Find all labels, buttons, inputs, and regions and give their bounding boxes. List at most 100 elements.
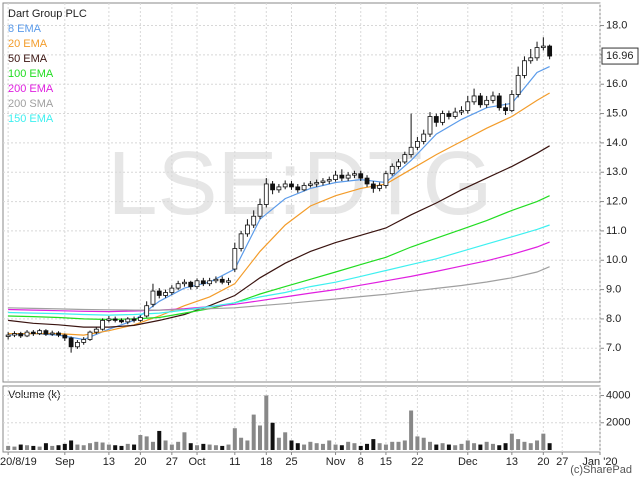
candle-body [100, 319, 105, 330]
candle-body [87, 331, 93, 340]
candle-body [175, 283, 181, 289]
volume-bar [270, 422, 275, 450]
volume-bar [138, 435, 143, 450]
candle-body [119, 319, 124, 323]
volume-bar [195, 445, 200, 450]
volume-bar [478, 444, 483, 450]
volume-bar [37, 446, 42, 450]
candle-body [295, 186, 301, 191]
volume-bar [383, 444, 388, 450]
candle-body [81, 339, 87, 343]
candle-body [408, 146, 414, 156]
legend-entry: 150 EMA [8, 113, 54, 125]
candle-body [251, 215, 257, 226]
volume-bar [371, 439, 376, 450]
candle-body [144, 305, 150, 317]
candle-body [522, 60, 527, 76]
x-tick-label: 27 [556, 456, 568, 468]
candle-body [377, 185, 383, 189]
volume-bar [352, 443, 357, 450]
volume-tick-label: 4000 [606, 389, 630, 401]
candle-body [289, 183, 294, 188]
volume-bar [503, 443, 508, 450]
legend-title: Dart Group PLC [8, 8, 87, 20]
volume-bar [213, 445, 218, 450]
watermark: LSE:DTG [107, 134, 492, 234]
y-tick-label: 10.0 [606, 254, 627, 266]
y-tick-label: 18.0 [606, 19, 627, 31]
volume-bar [547, 443, 552, 450]
candle-body [364, 177, 370, 185]
candle-body [245, 224, 250, 235]
volume-bar [402, 440, 407, 450]
candle-body [131, 318, 137, 321]
volume-bar [239, 437, 244, 450]
candle-body [163, 292, 168, 296]
legend-entry: 20 EMA [8, 38, 48, 50]
x-tick-label: 11 [229, 456, 240, 468]
candle-body [415, 141, 420, 148]
last-price-box [601, 47, 639, 65]
x-tick-label: 8 [358, 456, 364, 468]
candle-body [471, 95, 477, 103]
candle-body [125, 318, 131, 323]
y-tick-label: 7.0 [606, 342, 621, 354]
candle-body [156, 290, 162, 296]
volume-bar [12, 446, 17, 450]
x-tick-label: 27 [166, 456, 178, 468]
volume-bar [176, 441, 181, 450]
legend-entry: 100 EMA [8, 68, 54, 80]
x-tick-label: Oct [188, 456, 205, 468]
candle-body [257, 204, 263, 217]
volume-bar [459, 443, 464, 450]
volume-bar [113, 445, 118, 450]
candle-body [93, 328, 99, 333]
candle-body [440, 113, 445, 123]
volume-bar [119, 445, 124, 450]
credit: (c)SharePad [570, 464, 632, 476]
x-tick-label: 13 [506, 456, 518, 468]
candle-body [477, 95, 483, 106]
candle-body [352, 173, 357, 176]
legend-entry: 200 EMA [8, 83, 54, 95]
candle-body [200, 280, 206, 285]
volume-bar [132, 444, 137, 450]
volume-bar [302, 444, 307, 450]
volume-bar [182, 432, 187, 450]
volume-bar [472, 443, 477, 450]
candle-body [496, 95, 502, 109]
candle-body [62, 334, 68, 339]
x-tick-label: Sep [55, 456, 75, 468]
volume-bar [25, 445, 30, 450]
candle-body [452, 111, 458, 117]
volume-bar [509, 433, 514, 450]
volume-bar [144, 436, 149, 450]
volume-bar [81, 445, 86, 450]
volume-bar [201, 443, 206, 450]
volume-bar [390, 441, 395, 450]
candle-body [24, 331, 30, 337]
candle-body [427, 116, 433, 135]
ma-line [8, 224, 550, 316]
volume-bar [276, 437, 281, 450]
candle-body [263, 183, 269, 205]
volume-bar [283, 432, 288, 450]
candle-body [358, 173, 364, 179]
candle-body [345, 174, 351, 179]
volume-bar [251, 414, 256, 450]
candle-body [68, 337, 74, 348]
x-tick-label: 13 [103, 456, 115, 468]
candle-body [169, 287, 175, 293]
volume-bar [314, 443, 319, 450]
volume-bar [440, 443, 445, 450]
volume-bar [327, 440, 332, 450]
volume-bar [69, 440, 74, 450]
candle-body [301, 185, 307, 191]
volume-bar [497, 445, 502, 450]
legend-entry: 8 EMA [8, 23, 42, 35]
candle-body [276, 186, 282, 191]
candle-body [56, 332, 61, 336]
candle-body [219, 278, 225, 283]
volume-bar [295, 443, 300, 450]
